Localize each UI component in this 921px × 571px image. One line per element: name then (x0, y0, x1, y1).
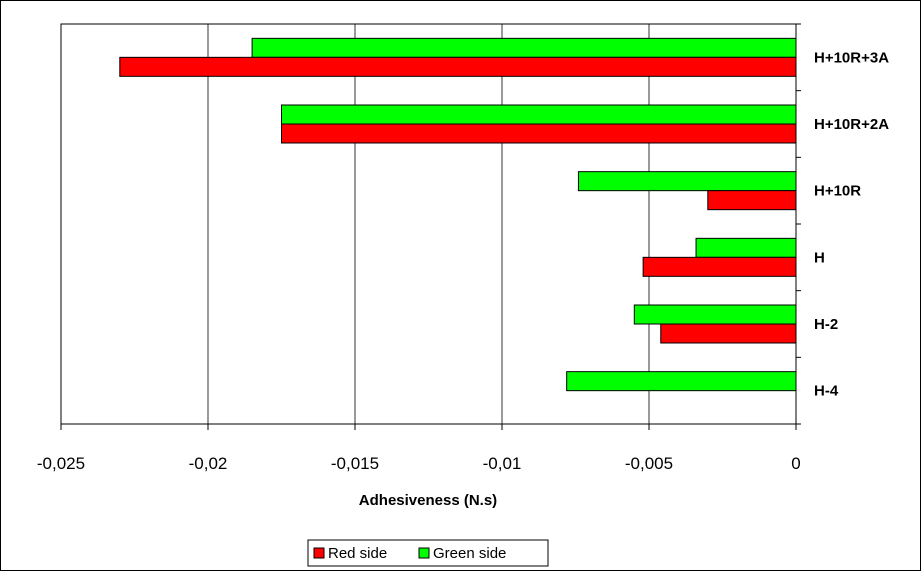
bar-green-side (633, 304, 797, 325)
bar-red-side (119, 56, 797, 77)
bar-green-side (281, 104, 797, 125)
x-tick-label: -0,005 (625, 454, 673, 473)
category-label: H+10R+3A (814, 49, 889, 66)
legend-swatch (313, 547, 325, 559)
bar-red-side (281, 123, 797, 144)
bar-layer (119, 37, 797, 392)
x-tick-label: -0,02 (189, 454, 228, 473)
bar-red-side (642, 256, 797, 277)
axis-layer (60, 23, 801, 430)
category-label: H+10R+2A (814, 116, 889, 133)
label-layer: -0,025 -0,02 -0,015 -0,01 -0,005 0 H+10R+3A H+1… (37, 49, 889, 473)
x-tick-label: -0,01 (483, 454, 522, 473)
x-axis-title: Adhesiveness (N.s) (359, 492, 497, 509)
category-label: H-2 (814, 316, 838, 333)
legend-box (307, 539, 549, 567)
bar-red-side (707, 190, 797, 211)
legend-swatch (418, 547, 430, 559)
legend-label: Red side (328, 545, 387, 562)
legend: Red side Green side (307, 539, 549, 567)
category-label: H (814, 249, 825, 266)
x-tick-label: -0,015 (331, 454, 379, 473)
bar-green-side (695, 237, 797, 258)
x-tick-label: -0,025 (37, 454, 85, 473)
grid-layer (207, 24, 650, 424)
bar-red-side (660, 323, 797, 344)
plot-area (60, 23, 797, 425)
bar-green-side (566, 371, 797, 392)
bar-green-side (251, 37, 797, 58)
bar-green-side (577, 171, 797, 192)
category-label: H-4 (814, 383, 839, 400)
category-label: H+10R (814, 183, 861, 200)
legend-label: Green side (433, 545, 506, 562)
x-tick-label: 0 (791, 454, 800, 473)
